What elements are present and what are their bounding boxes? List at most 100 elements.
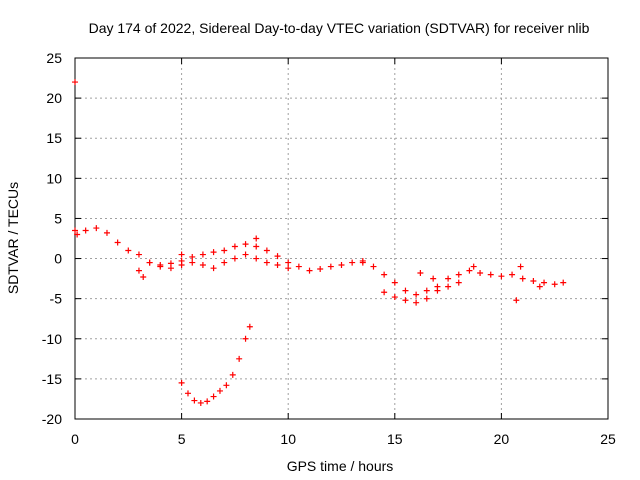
data-point	[178, 261, 185, 268]
data-point	[541, 279, 548, 286]
data-point	[210, 393, 217, 400]
data-point	[285, 265, 292, 272]
data-point	[221, 247, 228, 254]
x-tick-label: 15	[387, 431, 403, 447]
data-point	[455, 279, 462, 286]
data-point	[135, 267, 142, 274]
data-point	[306, 267, 313, 274]
data-point	[338, 261, 345, 268]
x-axis-label: GPS time / hours	[287, 458, 394, 474]
y-tick-label: 5	[54, 210, 62, 226]
y-tick-label: 25	[46, 50, 62, 66]
data-point	[189, 253, 196, 260]
data-point	[434, 287, 441, 294]
y-tick-label: -15	[42, 371, 62, 387]
data-point	[477, 269, 484, 276]
data-point	[199, 261, 206, 268]
data-point	[191, 397, 198, 404]
data-point	[402, 287, 409, 294]
data-point	[466, 267, 473, 274]
data-point	[430, 275, 437, 282]
data-point	[253, 255, 260, 262]
data-point	[391, 279, 398, 286]
data-point	[184, 390, 191, 397]
data-point	[93, 225, 100, 232]
data-point	[210, 249, 217, 256]
data-point	[513, 297, 520, 304]
data-point	[359, 259, 366, 266]
data-point	[413, 299, 420, 306]
x-tick-label: 20	[494, 431, 510, 447]
data-point	[423, 295, 430, 302]
data-point	[470, 263, 477, 270]
data-point	[210, 265, 217, 272]
data-point	[146, 259, 153, 266]
data-point	[140, 274, 147, 281]
data-point	[242, 335, 249, 342]
y-tick-label: -10	[42, 331, 62, 347]
data-point	[125, 247, 132, 254]
data-point	[370, 263, 377, 270]
data-point	[74, 231, 81, 238]
y-tick-label: 20	[46, 90, 62, 106]
data-point	[263, 259, 270, 266]
data-point	[82, 227, 89, 234]
x-tick-label: 25	[600, 431, 616, 447]
data-point	[274, 261, 281, 268]
series-main-band	[74, 225, 567, 298]
series-separate-arc	[178, 323, 253, 406]
data-point	[536, 283, 543, 290]
chart-title: Day 174 of 2022, Sidereal Day-to-day VTE…	[89, 20, 590, 36]
data-point	[498, 273, 505, 280]
x-tick-label: 0	[71, 431, 79, 447]
data-point	[221, 259, 228, 266]
data-point	[197, 399, 204, 406]
data-point	[263, 247, 270, 254]
data-point	[417, 269, 424, 276]
data-point	[381, 271, 388, 278]
data-point	[199, 251, 206, 258]
data-point	[178, 379, 185, 386]
grid	[75, 58, 608, 419]
data-point	[295, 263, 302, 270]
data-point	[509, 271, 516, 278]
data-point	[487, 271, 494, 278]
data-point	[216, 387, 223, 394]
data-point	[178, 251, 185, 258]
data-point	[231, 255, 238, 262]
data-point	[72, 79, 78, 86]
data-point	[274, 253, 281, 260]
series-lower-band	[135, 251, 462, 306]
data-point	[167, 265, 174, 272]
data-point	[402, 297, 409, 304]
data-point	[413, 291, 420, 298]
data-point	[253, 243, 260, 250]
data-point	[223, 382, 230, 389]
data-point	[381, 289, 388, 296]
data-point	[445, 275, 452, 282]
data-point	[253, 235, 260, 242]
data-point	[391, 294, 398, 301]
y-tick-label: 15	[46, 130, 62, 146]
data-point	[72, 227, 78, 234]
data-point	[229, 371, 236, 378]
data-point	[455, 271, 462, 278]
data-point	[242, 251, 249, 258]
data-point	[517, 263, 524, 270]
x-tick-label: 10	[280, 431, 296, 447]
data-point	[189, 259, 196, 266]
data-point	[349, 259, 356, 266]
x-tick-label: 5	[178, 431, 186, 447]
series-scattered-points	[72, 79, 543, 304]
plot-frame	[74, 57, 609, 420]
data-point	[204, 398, 211, 405]
data-point	[236, 355, 243, 362]
data-point	[242, 241, 249, 248]
data-point	[519, 275, 526, 282]
data-point	[560, 279, 567, 286]
data-point	[551, 281, 558, 288]
data-point	[327, 263, 334, 270]
data-point	[157, 263, 164, 270]
y-tick-label: -5	[50, 291, 63, 307]
